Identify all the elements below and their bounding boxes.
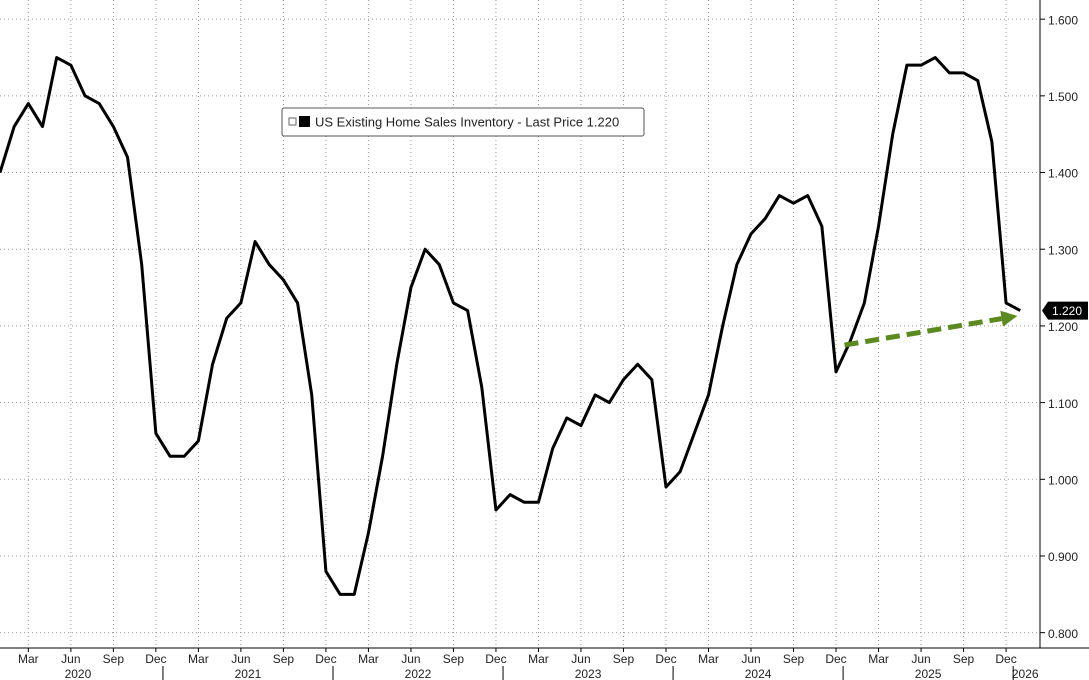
legend: US Existing Home Sales Inventory - Last … [281, 107, 645, 137]
year-label: 2026 [1012, 667, 1039, 680]
y-tick-label: 1.300 [1048, 243, 1078, 257]
trend-arrow-head [1000, 310, 1018, 327]
x-tick-label: Dec [655, 652, 676, 666]
y-tick-label: 1.200 [1048, 320, 1078, 334]
y-tick-label: 1.500 [1048, 90, 1078, 104]
y-tick-label: 0.900 [1048, 550, 1078, 564]
x-tick-label: Dec [315, 652, 336, 666]
year-label: 2025 [915, 667, 942, 680]
x-tick-label: Dec [825, 652, 846, 666]
x-tick-label: Dec [145, 652, 166, 666]
x-tick-label: Mar [18, 652, 39, 666]
x-tick-label: Sep [953, 652, 975, 666]
x-tick-label: Sep [103, 652, 125, 666]
x-tick-label: Jun [231, 652, 250, 666]
line [0, 56, 1021, 596]
y-tick-label: 1.400 [1048, 167, 1078, 181]
x-tick-label: Dec [485, 652, 506, 666]
y-tick-label: 1.100 [1048, 397, 1078, 411]
x-tick-label: Jun [401, 652, 420, 666]
x-tick-label: Sep [783, 652, 805, 666]
x-tick-label: Jun [61, 652, 80, 666]
x-tick-label: Sep [273, 652, 295, 666]
y-tick-label: 1.600 [1048, 13, 1078, 27]
last-value-tag [1042, 301, 1088, 320]
x-tick-label: Jun [741, 652, 760, 666]
x-tick-label: Mar [358, 652, 379, 666]
x-tick-label: Sep [613, 652, 635, 666]
legend-label: US Existing Home Sales Inventory - Last … [315, 114, 619, 129]
x-tick-label: Mar [868, 652, 889, 666]
y-tick-label: 1.000 [1048, 473, 1078, 487]
year-label: 2023 [575, 667, 602, 680]
trend-arrow [844, 316, 1003, 348]
x-tick-label: Mar [528, 652, 549, 666]
legend-expand [288, 117, 297, 126]
x-tick-label: Sep [443, 652, 465, 666]
last-value-label: 1.220 [1052, 304, 1082, 318]
x-tick-label: Mar [698, 652, 719, 666]
year-label: 2022 [405, 667, 432, 680]
x-tick-label: Dec [995, 652, 1016, 666]
year-label: 2024 [745, 667, 772, 680]
legend-swatch [299, 116, 310, 127]
y-tick-label: 0.800 [1048, 627, 1078, 641]
year-label: 2020 [65, 667, 92, 680]
x-tick-label: Jun [911, 652, 930, 666]
x-tick-label: Mar [188, 652, 209, 666]
x-tick-label: Jun [571, 652, 590, 666]
legend-box [281, 107, 645, 137]
year-label: 2021 [235, 667, 262, 680]
